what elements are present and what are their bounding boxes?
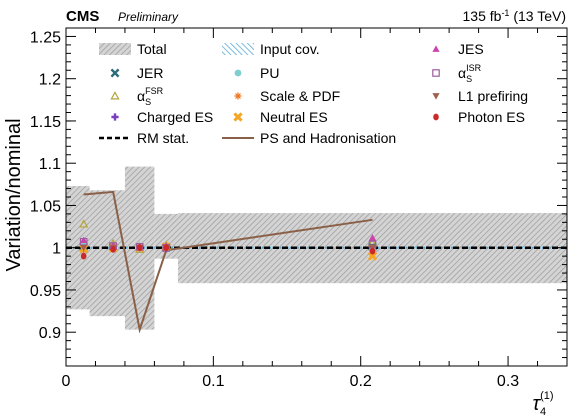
legend-marker <box>233 112 243 122</box>
data-point <box>367 251 378 261</box>
data-point <box>80 252 87 260</box>
x-axis-sup: (1) <box>540 390 553 402</box>
energy-value: (13 TeV) <box>509 8 566 24</box>
data-point <box>110 245 116 253</box>
x-axis-main: τ <box>532 393 541 415</box>
legend-label: PS and Hadronisation <box>260 130 396 146</box>
legend-total-swatch <box>99 43 131 55</box>
y-tick-label: 1.05 <box>30 198 61 215</box>
status-label: Preliminary <box>118 10 179 24</box>
x-tick-label: 0 <box>62 373 71 390</box>
y-tick-label: 1.25 <box>30 29 61 46</box>
y-tick-label: 1.15 <box>30 114 61 131</box>
ps-hadronisation-line <box>83 190 373 334</box>
axis-ticks: 0.9 0.95 1 1.05 1.1 1.15 1.2 1.25 0 0.1 0.2 0.3 <box>30 28 567 390</box>
y-tick-label: 1.2 <box>39 72 61 89</box>
data-point <box>369 247 376 255</box>
data-point <box>79 219 89 228</box>
x-tick-label: 0.1 <box>202 373 224 390</box>
y-axis-title: Variation/nominal <box>3 118 25 271</box>
total-band-bin <box>89 190 125 317</box>
x-axis-sub: 4 <box>540 406 546 416</box>
legend-marker <box>111 113 119 121</box>
data-point <box>163 244 169 252</box>
y-tick-label: 0.9 <box>39 325 61 342</box>
x-tick-label: 0.3 <box>497 373 519 390</box>
x-tick-label: 0.2 <box>350 373 372 390</box>
legend-label: PU <box>260 65 279 81</box>
legend-marker <box>432 93 440 100</box>
experiment-label: CMS <box>66 8 99 25</box>
legend-label: αSFSR <box>137 86 164 107</box>
y-tick-label: 0.95 <box>30 283 61 300</box>
marker-layer <box>79 219 378 261</box>
legend-marker <box>234 92 242 100</box>
legend: Total JER αSFSR Charged ES RM stat. Input cov… <box>99 41 528 146</box>
lumi-label: 135 fb-1 (13 TeV) <box>463 8 567 24</box>
legend-input-cov-swatch <box>222 43 254 55</box>
legend-label: L1 prefiring <box>458 88 528 104</box>
data-point <box>80 244 88 252</box>
legend-marker <box>433 113 439 121</box>
legend-label: JES <box>458 41 484 57</box>
legend-marker <box>110 91 120 100</box>
legend-label: Input cov. <box>260 41 320 57</box>
lumi-exponent: -1 <box>501 8 509 18</box>
legend-marker <box>110 68 120 78</box>
legend-label: Photon ES <box>458 109 525 125</box>
x-axis-title: τ4 (1) <box>532 390 553 416</box>
data-point <box>80 236 88 243</box>
data-point <box>368 233 377 241</box>
legend-label: Total <box>137 41 167 57</box>
legend-label: Neutral ES <box>260 109 328 125</box>
y-tick-label: 1.1 <box>39 156 61 173</box>
legend-label: Scale & PDF <box>260 88 340 104</box>
data-point <box>136 244 143 252</box>
legend-marker <box>234 69 242 77</box>
legend-label: Charged ES <box>137 109 213 125</box>
legend-label: αSISR <box>458 63 482 84</box>
legend-label: JER <box>137 65 163 81</box>
legend-marker <box>432 69 440 77</box>
y-tick-label: 1 <box>52 241 61 258</box>
legend-label: RM stat. <box>137 130 189 146</box>
legend-marker <box>432 45 440 52</box>
lumi-value: 135 fb <box>463 8 502 24</box>
